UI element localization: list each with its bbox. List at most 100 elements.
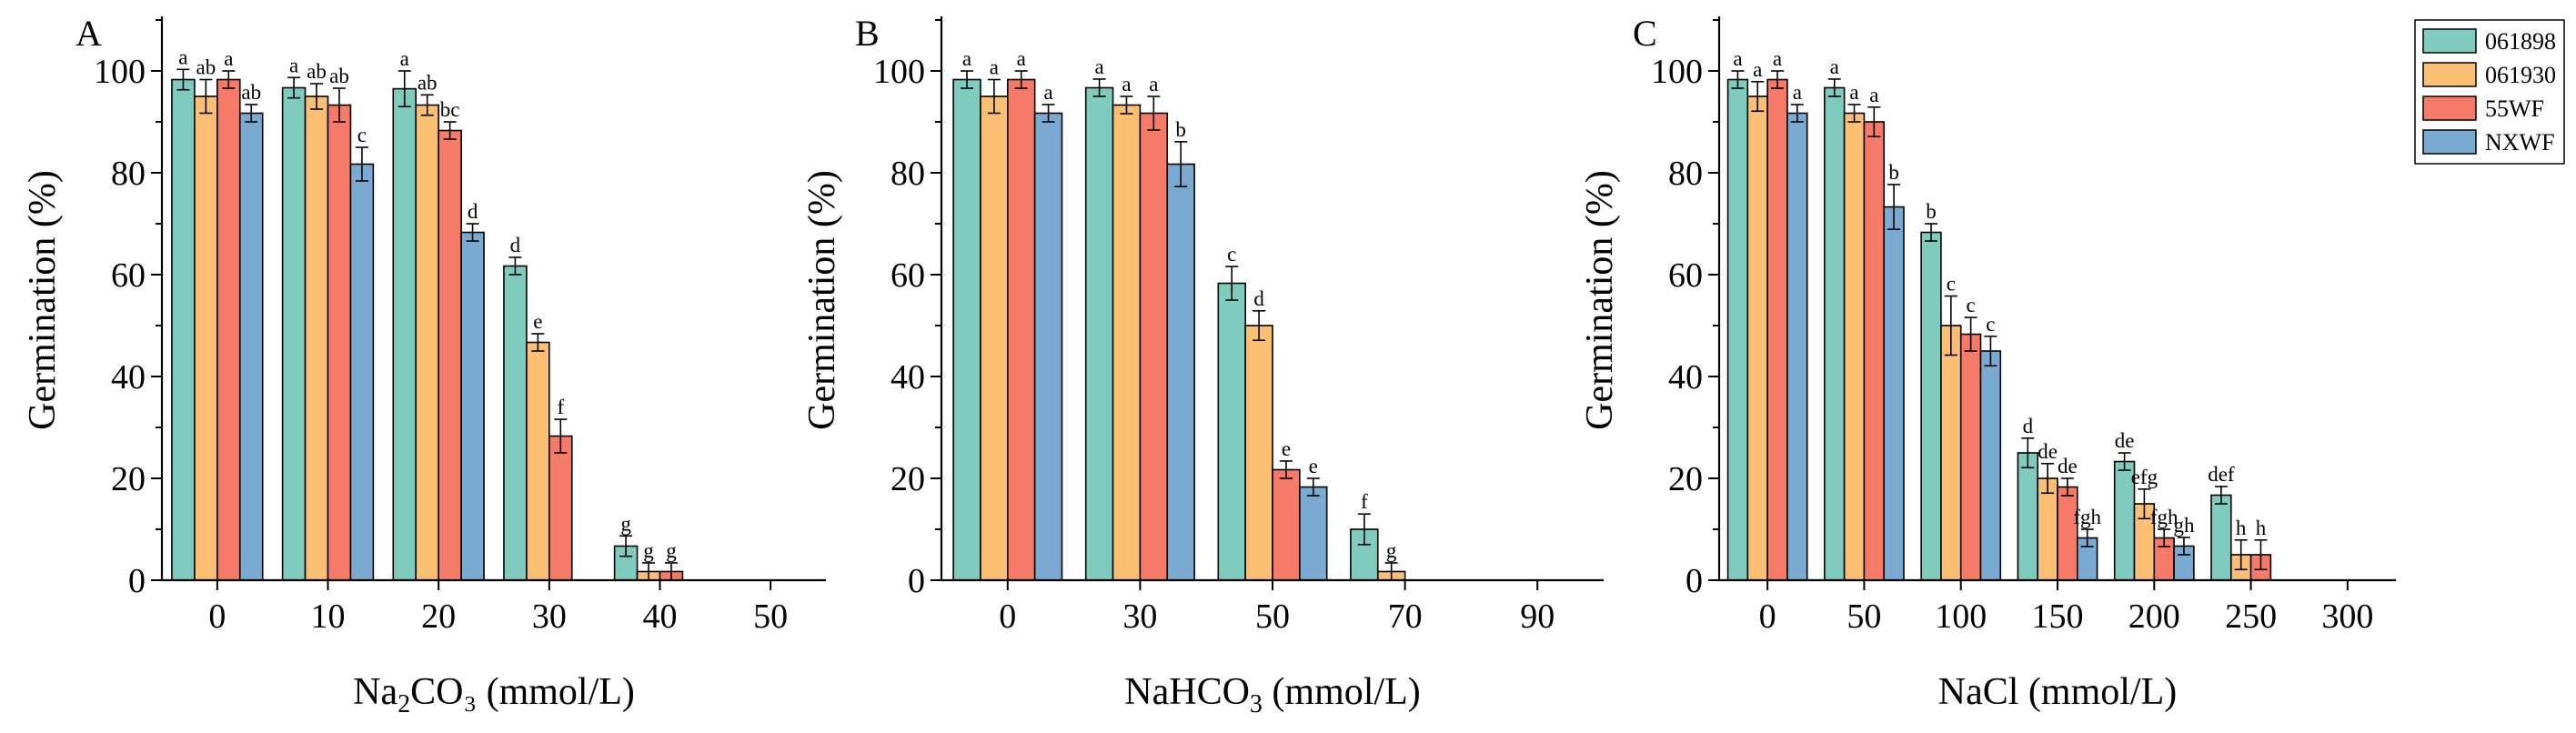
panel-letter: C xyxy=(1633,13,1657,54)
bar xyxy=(1824,86,1846,581)
legend-label: NXWF xyxy=(2485,129,2555,156)
bar xyxy=(349,163,375,581)
error-bar xyxy=(2138,487,2151,520)
error-bar xyxy=(1827,78,1841,97)
x-tick-label: 150 xyxy=(2032,597,2084,636)
significance-label: a xyxy=(990,56,999,79)
legend-label: 061930 xyxy=(2485,62,2556,88)
error-bar xyxy=(245,104,258,123)
significance-label: fgh xyxy=(2150,506,2179,528)
error-bar xyxy=(1867,105,1881,138)
significance-label: h xyxy=(2236,517,2247,539)
error-bar xyxy=(2021,437,2035,469)
bar xyxy=(1979,350,2002,581)
significance-label: a xyxy=(1773,47,1782,70)
y-tick-label: 60 xyxy=(891,256,925,295)
y-tick-label: 0 xyxy=(1685,562,1703,600)
bar xyxy=(1299,486,1328,581)
significance-label: c xyxy=(1227,243,1236,266)
significance-label: a xyxy=(400,47,409,70)
significance-label: f xyxy=(557,396,564,418)
significance-label: b xyxy=(1926,200,1937,223)
bar xyxy=(304,95,329,581)
significance-label: ab xyxy=(307,60,327,83)
significance-label: f xyxy=(1361,490,1368,513)
y-axis-title: Germination (%) xyxy=(22,170,64,430)
error-bar xyxy=(2118,452,2131,471)
significance-label: d xyxy=(2023,415,2034,437)
bar xyxy=(238,112,264,581)
y-tick-label: 60 xyxy=(1668,256,1703,295)
y-tick-label: 20 xyxy=(111,460,146,498)
bar xyxy=(1726,78,1749,581)
legend-entry: NXWF xyxy=(2422,129,2555,156)
y-tick-label: 80 xyxy=(1668,155,1703,193)
legend-entry: 55WF xyxy=(2422,95,2544,122)
error-bar xyxy=(2041,462,2055,495)
error-bar xyxy=(1041,104,1055,123)
x-tick-label: 70 xyxy=(1388,597,1423,636)
bar xyxy=(1959,333,1982,581)
significance-label: g xyxy=(643,539,654,562)
significance-label: g xyxy=(666,539,677,562)
error-bar xyxy=(1887,184,1901,230)
error-bar xyxy=(2080,528,2094,547)
bar xyxy=(1217,282,1246,581)
significance-label: ab xyxy=(196,56,216,79)
y-tick-label: 60 xyxy=(111,256,146,295)
error-bar xyxy=(1147,95,1161,131)
bar xyxy=(1166,163,1195,581)
y-axis-title: Germination (%) xyxy=(801,170,843,430)
error-bar xyxy=(1357,513,1371,546)
legend-swatch xyxy=(2422,62,2477,87)
bar xyxy=(438,129,462,581)
error-bar xyxy=(2254,538,2268,571)
bar xyxy=(216,78,241,581)
bar xyxy=(171,78,196,581)
y-tick-label: 20 xyxy=(1668,460,1703,498)
significance-label: a xyxy=(962,47,971,70)
significance-label: a xyxy=(1017,47,1026,70)
significance-label: gh xyxy=(2173,514,2195,537)
y-tick-label: 40 xyxy=(1668,358,1703,397)
bar xyxy=(2017,452,2039,581)
x-tick-label: 100 xyxy=(1935,597,1987,636)
significance-label: a xyxy=(1869,84,1878,106)
bar xyxy=(460,231,485,581)
legend-entry: 061898 xyxy=(2422,28,2556,55)
significance-label: c xyxy=(1966,294,1975,316)
significance-label: de xyxy=(2058,455,2078,477)
significance-label: e xyxy=(533,310,542,333)
bar xyxy=(1920,231,1942,581)
significance-label: efg xyxy=(2131,466,2158,488)
significance-label: a xyxy=(1753,58,1762,81)
error-bar xyxy=(2177,537,2190,556)
error-bar xyxy=(443,121,457,140)
bar xyxy=(1112,104,1142,581)
error-bar xyxy=(1279,460,1293,479)
bar xyxy=(503,265,528,581)
bar xyxy=(1746,95,1768,581)
legend-swatch xyxy=(2422,129,2477,155)
significance-label: g xyxy=(1386,539,1397,562)
bar xyxy=(1244,325,1273,581)
x-axis-title: Na2CO₃ (mmol/L) xyxy=(353,671,635,718)
bar xyxy=(1272,468,1301,581)
error-bar xyxy=(1847,104,1861,123)
significance-label: e xyxy=(1282,437,1291,460)
y-axis-title: Germination (%) xyxy=(1579,170,1621,430)
bar xyxy=(980,95,1009,581)
bar xyxy=(1766,78,1788,581)
bar xyxy=(952,78,981,581)
legend-label: 55WF xyxy=(2485,95,2544,122)
bar xyxy=(1139,112,1169,581)
legend-label: 061898 xyxy=(2485,28,2556,55)
bar xyxy=(281,86,307,581)
x-tick-label: 300 xyxy=(2321,597,2373,636)
error-bar xyxy=(619,535,633,557)
error-bar xyxy=(1925,223,1938,242)
significance-label: ab xyxy=(241,81,261,104)
significance-label: b xyxy=(1175,118,1186,141)
y-tick-label: 80 xyxy=(891,155,925,193)
